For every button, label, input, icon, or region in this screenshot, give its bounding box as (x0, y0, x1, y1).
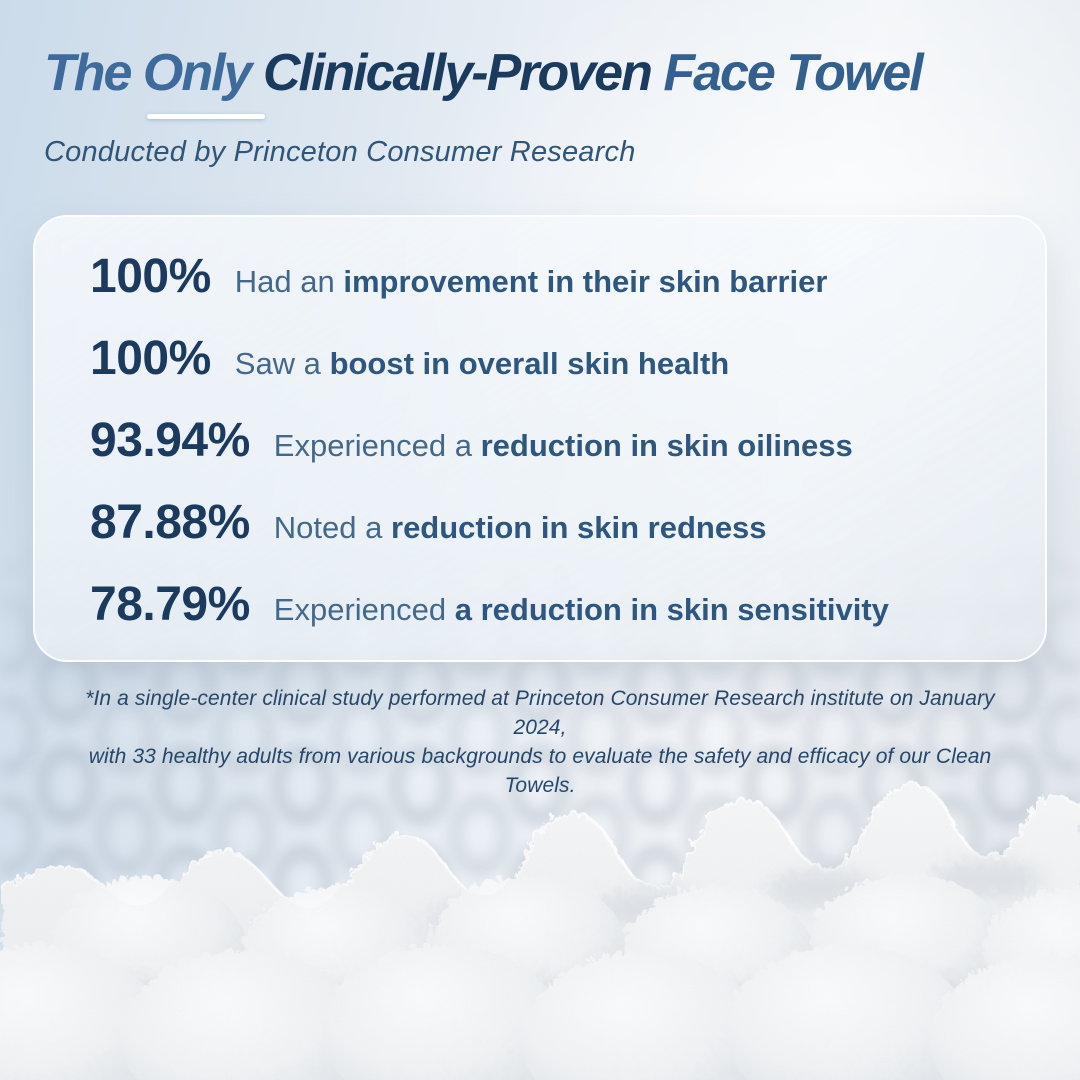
stat-lead: Saw a (234, 346, 321, 381)
stat-row: 100% Had an improvement in their skin ba… (90, 253, 990, 301)
stat-emphasis: boost in overall skin health (329, 346, 730, 381)
stat-lead: Had an (234, 264, 335, 299)
footnote-line-1: *In a single-center clinical study perfo… (85, 687, 995, 739)
footnote-line-2: with 33 healthy adults from various back… (88, 745, 992, 797)
title-underline (147, 114, 265, 120)
footnote: *In a single-center clinical study perfo… (60, 684, 1020, 800)
stat-value: 78.79% (90, 578, 250, 631)
subtitle: Conducted by Princeton Consumer Research (44, 136, 636, 169)
stat-emphasis: improvement in their skin barrier (343, 264, 828, 299)
stat-description: Had an improvement in their skin barrier (235, 265, 828, 299)
stat-description: Saw a boost in overall skin health (235, 347, 729, 381)
towel-photo (0, 781, 1080, 1080)
stat-value: 93.94% (90, 414, 250, 467)
stat-lead: Noted a (273, 510, 383, 545)
stat-value: 87.88% (90, 496, 250, 549)
stat-emphasis: a reduction in skin sensitivity (454, 592, 889, 627)
title-part-clinically-proven: Clinically-Proven (262, 44, 653, 102)
stat-lead: Experienced (273, 592, 447, 627)
stat-description: Experienced a reduction in skin oiliness (274, 429, 853, 463)
stat-row: 93.94% Experienced a reduction in skin o… (90, 417, 990, 465)
stat-value: 100% (90, 332, 211, 385)
stat-emphasis: reduction in skin redness (391, 510, 767, 545)
stat-lead: Experienced a (273, 428, 472, 463)
title-part-face-towel: Face Towel (663, 44, 923, 102)
stat-description: Experienced a reduction in skin sensitiv… (274, 593, 889, 627)
stat-emphasis: reduction in skin oiliness (480, 428, 853, 463)
title-part-the-only: The Only (44, 44, 252, 102)
header: The Only Clinically-Proven Face Towel Co… (44, 42, 1050, 169)
stats-card: 100% Had an improvement in their skin ba… (33, 215, 1047, 662)
stat-row: 87.88% Noted a reduction in skin redness (90, 499, 990, 547)
stat-row: 78.79% Experienced a reduction in skin s… (90, 581, 990, 629)
page-title: The Only Clinically-Proven Face Towel (44, 42, 1050, 104)
stat-description: Noted a reduction in skin redness (274, 511, 767, 545)
stat-row: 100% Saw a boost in overall skin health (90, 335, 990, 383)
stat-value: 100% (90, 250, 211, 303)
